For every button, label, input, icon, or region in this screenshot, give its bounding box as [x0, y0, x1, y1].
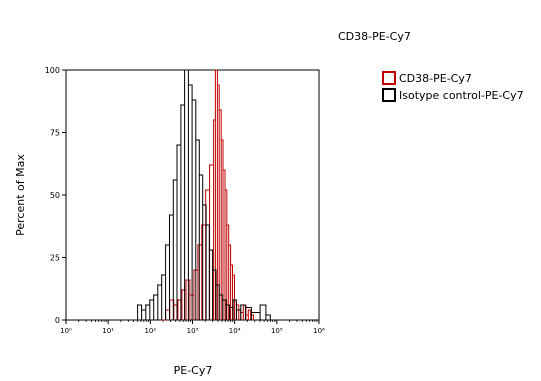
data-point-isotype-32: [259, 304, 261, 306]
data-point-isotype-9: [168, 214, 171, 216]
y-tick-label-50: 50: [50, 191, 60, 200]
data-point-isotype-1: [137, 304, 139, 306]
data-point-cd38-30: [247, 309, 249, 311]
x-tick-label-2: 10²: [144, 327, 156, 335]
data-point-isotype-30: [244, 306, 246, 309]
data-point-isotype-20: [208, 249, 210, 251]
chart-title: CD38-PE-Cy7: [338, 30, 411, 43]
legend: CD38-PE-Cy7 Isotype control-PE-Cy7: [382, 71, 524, 102]
legend-label-cd38: CD38-PE-Cy7: [399, 72, 472, 85]
data-point-cd38-15: [216, 84, 218, 86]
data-point-isotype-23: [218, 294, 220, 296]
data-point-isotype-26: [229, 306, 231, 309]
y-axis-ticks: 0 25 50 75 100: [45, 66, 66, 325]
y-tick-label-25: 25: [50, 254, 60, 263]
data-point-isotype-8: [165, 244, 167, 246]
data-point-isotype-16: [195, 139, 197, 141]
data-point-isotype-31: [250, 311, 252, 314]
data-point-isotype-22: [215, 284, 217, 286]
data-point-cd38-32: [252, 319, 255, 321]
data-point-isotype-12: [180, 104, 182, 106]
data-point-cd38-12: [209, 164, 211, 166]
data-point-cd38-6: [185, 279, 187, 281]
x-axis-ticks: 10⁰ 10¹ 10² 10³ 10⁴ 10⁵ 10⁶: [60, 320, 325, 335]
data-point-cd38-22: [230, 264, 232, 266]
data-point-isotype-4: [149, 299, 151, 301]
x-tick-label-3: 10³: [187, 327, 199, 335]
data-point-isotype-29: [240, 304, 242, 306]
x-tick-label-1: 10¹: [102, 327, 114, 335]
legend-swatch-isotype: [382, 88, 396, 102]
data-point-isotype-5: [153, 294, 155, 296]
data-point-isotype-2: [141, 309, 143, 311]
data-point-cd38-7: [189, 294, 191, 296]
data-point-cd38-21: [228, 244, 230, 246]
data-point-isotype-13: [184, 69, 186, 71]
y-tick-label-75: 75: [50, 129, 60, 138]
data-point-cd38-14: [214, 69, 216, 71]
data-point-cd38-17: [220, 139, 222, 141]
y-tick-label-100: 100: [45, 66, 60, 75]
data-point-cd38-9: [197, 244, 199, 246]
data-point-cd38-19: [224, 189, 226, 191]
data-point-cd38-20: [226, 224, 228, 226]
data-point-isotype-7: [161, 274, 163, 276]
legend-label-isotype: Isotype control-PE-Cy7: [399, 89, 524, 102]
data-point-isotype-28: [235, 309, 237, 311]
data-point-isotype-15: [191, 99, 193, 101]
data-point-isotype-18: [202, 204, 204, 206]
data-point-cd38-4: [177, 299, 179, 301]
data-point-cd38-16: [218, 109, 220, 111]
data-point-isotype-6: [157, 284, 159, 286]
series-line-cd38: [161, 69, 254, 321]
data-point-isotype-10: [172, 179, 174, 181]
data-point-isotype-11: [176, 144, 178, 146]
data-point-cd38-11: [205, 189, 207, 191]
data-point-cd38-18: [222, 169, 224, 171]
legend-swatch-cd38: [382, 71, 396, 85]
x-axis-title: PE-Cy7: [174, 364, 213, 377]
data-point-isotype-33: [265, 314, 267, 316]
x-tick-label-0: 10⁰: [60, 327, 72, 335]
data-point-isotype-24: [222, 299, 224, 301]
x-tick-label-4: 10⁴: [229, 327, 241, 335]
data-point-cd38-13: [213, 119, 215, 121]
data-point-isotype-19: [205, 224, 207, 226]
y-axis-title: Percent of Max: [14, 154, 27, 236]
data-point-isotype-3: [145, 304, 147, 306]
data-point-isotype-25: [225, 304, 227, 306]
data-point-isotype-17: [198, 174, 200, 176]
data-point-cd38-5: [181, 289, 183, 291]
series-group: [133, 69, 271, 321]
x-tick-label-6: 10⁶: [313, 327, 325, 335]
data-point-cd38-8: [193, 269, 195, 271]
data-point-isotype-14: [187, 84, 189, 86]
data-point-isotype-21: [212, 269, 214, 271]
data-point-cd38-23: [231, 274, 234, 276]
x-tick-label-5: 10⁵: [271, 327, 283, 335]
data-point-isotype-27: [232, 299, 234, 301]
data-point-cd38-10: [201, 224, 203, 226]
y-tick-label-0: 0: [55, 316, 60, 325]
